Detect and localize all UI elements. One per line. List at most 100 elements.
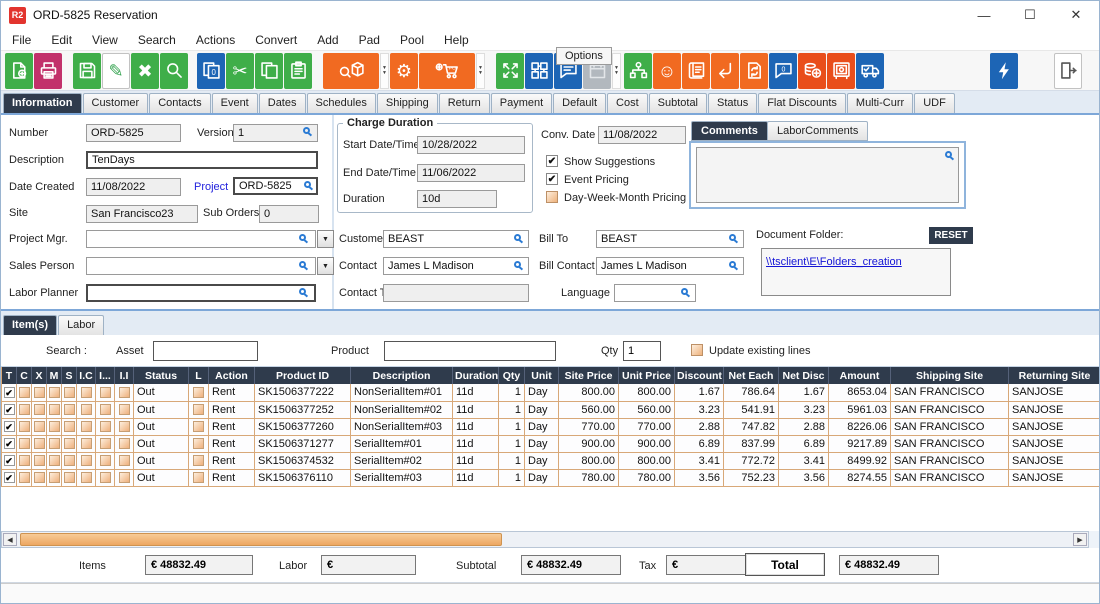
- contact-search-icon[interactable]: [514, 261, 521, 268]
- row-flag-I.I[interactable]: [114, 401, 134, 419]
- doc-sync-icon[interactable]: [740, 52, 768, 89]
- row-flag-I.I[interactable]: [114, 418, 134, 436]
- cell-discount[interactable]: 3.23: [674, 401, 724, 419]
- cell-qty[interactable]: 1: [498, 469, 525, 487]
- row-flag-I.I[interactable]: [114, 384, 134, 402]
- scroll-left-icon[interactable]: ◀: [3, 533, 17, 546]
- cell-product_id[interactable]: SK1506377252: [254, 401, 351, 419]
- cell-duration[interactable]: 11d: [452, 401, 499, 419]
- customer-field[interactable]: BEAST: [383, 230, 529, 248]
- scroll-right-icon[interactable]: ▶: [1073, 533, 1087, 546]
- cell-site_price[interactable]: 560.00: [558, 401, 619, 419]
- cell-shipping_site[interactable]: SAN FRANCISCO: [890, 418, 1009, 436]
- menu-help[interactable]: Help: [444, 32, 469, 47]
- cell-status[interactable]: Out: [133, 401, 189, 419]
- cell-unit_price[interactable]: 800.00: [618, 384, 675, 402]
- cell-unit_price[interactable]: 770.00: [618, 418, 675, 436]
- row-flag-I...[interactable]: [95, 401, 115, 419]
- col-IC[interactable]: I.C: [76, 367, 96, 384]
- labor-planner-search-icon[interactable]: [299, 288, 306, 295]
- customer-search-icon[interactable]: [514, 234, 521, 241]
- cell-amount[interactable]: 8499.92: [828, 452, 891, 470]
- cell-qty[interactable]: 1: [498, 401, 525, 419]
- horizontal-scrollbar[interactable]: ◀ ▶: [1, 531, 1089, 548]
- project-label[interactable]: Project: [194, 181, 229, 193]
- day-week-month-checkbox[interactable]: [546, 191, 558, 203]
- add-po-dropdown-icon[interactable]: ▼ ▼: [476, 52, 485, 89]
- search-icon[interactable]: [160, 52, 188, 89]
- tab-customer[interactable]: Customer: [82, 93, 149, 113]
- conv-date-field[interactable]: 11/08/2022: [598, 126, 686, 144]
- cell-unit[interactable]: Day: [524, 435, 559, 453]
- cell-qty[interactable]: 1: [498, 452, 525, 470]
- col-description[interactable]: Description: [350, 367, 453, 384]
- cell-unit[interactable]: Day: [524, 418, 559, 436]
- row-flag-M[interactable]: [46, 435, 62, 453]
- row-flag-T[interactable]: ✔: [1, 401, 17, 419]
- tab-dates[interactable]: Dates: [258, 93, 306, 113]
- tab-items[interactable]: Item(s): [3, 315, 58, 335]
- contact-tel-field[interactable]: [383, 284, 529, 302]
- row-flag-L[interactable]: [188, 401, 209, 419]
- product-search-dropdown-icon[interactable]: ▼ ▼: [380, 52, 389, 89]
- cell-amount[interactable]: 5961.03: [828, 401, 891, 419]
- cell-amount[interactable]: 8653.04: [828, 384, 891, 402]
- cell-unit_price[interactable]: 560.00: [618, 401, 675, 419]
- site-field[interactable]: San Francisco23: [86, 205, 198, 223]
- edit-icon[interactable]: ✎: [102, 52, 130, 89]
- row-flag-I.I[interactable]: [114, 435, 134, 453]
- row-flag-I.C[interactable]: [76, 418, 96, 436]
- tab-udf[interactable]: UDF: [914, 93, 955, 113]
- cell-net_disc[interactable]: 2.88: [778, 418, 829, 436]
- cell-net_each[interactable]: 772.72: [723, 452, 779, 470]
- tab-labor-comments[interactable]: LaborComments: [767, 121, 869, 141]
- row-flag-I...[interactable]: [95, 384, 115, 402]
- expand-icon[interactable]: [496, 52, 524, 89]
- cell-unit[interactable]: Day: [524, 384, 559, 402]
- bill-contact-search-icon[interactable]: [729, 261, 736, 268]
- cell-net_each[interactable]: 752.23: [723, 469, 779, 487]
- cell-net_disc[interactable]: 3.41: [778, 452, 829, 470]
- show-suggestions-checkbox[interactable]: ✔: [546, 155, 558, 167]
- row-flag-S[interactable]: [61, 401, 77, 419]
- row-flag-I...[interactable]: [95, 418, 115, 436]
- project-mgr-dropdown-icon[interactable]: ▼: [317, 230, 334, 248]
- cell-description[interactable]: NonSerialItem#03: [350, 418, 453, 436]
- tab-comments[interactable]: Comments: [691, 121, 768, 141]
- cell-discount[interactable]: 3.41: [674, 452, 724, 470]
- tab-payment[interactable]: Payment: [490, 93, 553, 113]
- scrollbar-thumb[interactable]: [20, 533, 502, 546]
- table-row[interactable]: ✔ Out Rent SK1506376110 SerialItem#03 11d 1 Day…: [1, 469, 1099, 487]
- cell-product_id[interactable]: SK1506376110: [254, 469, 351, 487]
- col-unit-price[interactable]: Unit Price: [618, 367, 675, 384]
- row-flag-S[interactable]: [61, 418, 77, 436]
- cell-duration[interactable]: 11d: [452, 469, 499, 487]
- col-II[interactable]: I.I: [114, 367, 134, 384]
- cell-description[interactable]: SerialItem#03: [350, 469, 453, 487]
- tab-return[interactable]: Return: [438, 93, 490, 113]
- row-flag-S[interactable]: [61, 384, 77, 402]
- sales-person-field[interactable]: [86, 257, 316, 275]
- cell-status[interactable]: Out: [133, 384, 189, 402]
- smiley-icon[interactable]: ☺: [653, 52, 681, 89]
- cell-product_id[interactable]: SK1506377222: [254, 384, 351, 402]
- row-flag-C[interactable]: [16, 384, 32, 402]
- cell-amount[interactable]: 9217.89: [828, 435, 891, 453]
- cell-duration[interactable]: 11d: [452, 418, 499, 436]
- row-flag-I.C[interactable]: [76, 384, 96, 402]
- cell-unit[interactable]: Day: [524, 452, 559, 470]
- total-button[interactable]: Total: [745, 553, 825, 576]
- row-flag-I.C[interactable]: [76, 469, 96, 487]
- cell-site_price[interactable]: 780.00: [558, 469, 619, 487]
- number-field[interactable]: ORD-5825: [86, 124, 181, 142]
- sub-orders-field[interactable]: 0: [259, 205, 319, 223]
- col-S[interactable]: S: [61, 367, 77, 384]
- row-flag-I.C[interactable]: [76, 435, 96, 453]
- hierarchy-icon[interactable]: [624, 52, 652, 89]
- row-flag-T[interactable]: ✔: [1, 384, 17, 402]
- cell-action[interactable]: Rent: [208, 435, 255, 453]
- tab-shipping[interactable]: Shipping: [376, 93, 438, 113]
- tab-labor[interactable]: Labor: [58, 315, 105, 335]
- add-po-cart-icon[interactable]: PO: [419, 52, 475, 89]
- col-discount[interactable]: Discount: [674, 367, 724, 384]
